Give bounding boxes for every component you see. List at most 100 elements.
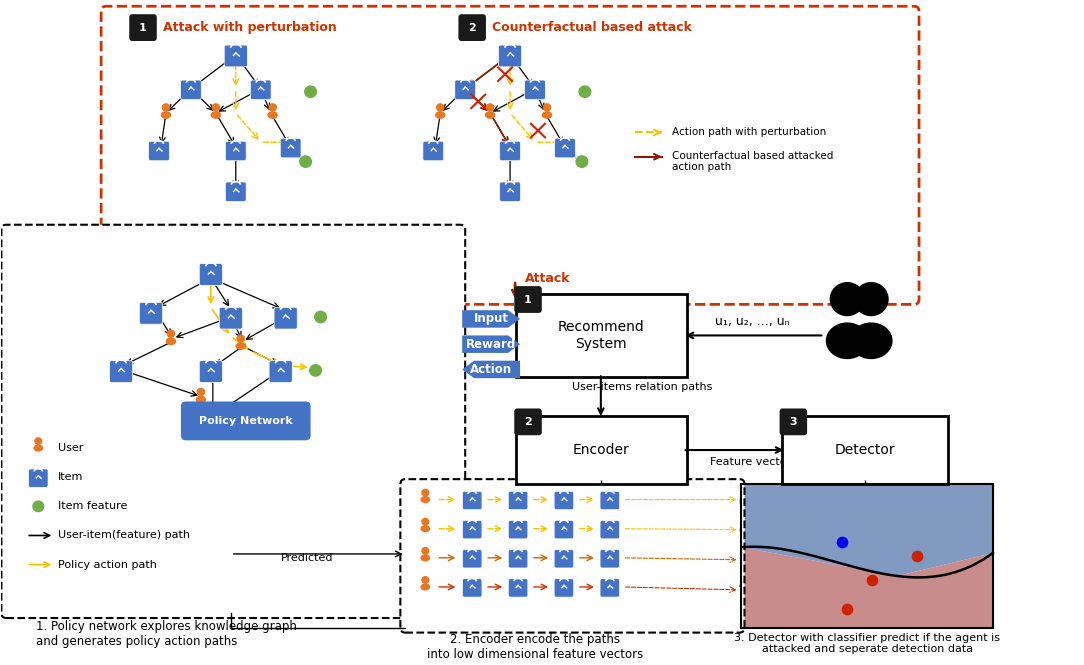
FancyArrow shape: [462, 360, 520, 378]
FancyBboxPatch shape: [601, 549, 620, 568]
Ellipse shape: [162, 112, 170, 118]
FancyBboxPatch shape: [1, 225, 465, 618]
Circle shape: [579, 86, 591, 97]
FancyBboxPatch shape: [274, 307, 297, 329]
Text: Encoder: Encoder: [572, 443, 629, 457]
FancyBboxPatch shape: [109, 360, 132, 382]
FancyBboxPatch shape: [225, 141, 246, 161]
FancyBboxPatch shape: [250, 80, 271, 100]
Text: Action path with perturbation: Action path with perturbation: [672, 128, 826, 138]
FancyBboxPatch shape: [601, 579, 620, 597]
Circle shape: [487, 104, 494, 111]
FancyBboxPatch shape: [269, 360, 293, 382]
FancyBboxPatch shape: [554, 579, 573, 597]
Circle shape: [212, 104, 219, 111]
Circle shape: [543, 104, 551, 111]
Circle shape: [237, 335, 244, 342]
FancyBboxPatch shape: [101, 6, 919, 305]
FancyBboxPatch shape: [514, 408, 542, 436]
FancyBboxPatch shape: [181, 80, 202, 100]
Circle shape: [305, 86, 317, 97]
Text: Predicted: Predicted: [281, 553, 333, 563]
FancyBboxPatch shape: [463, 549, 482, 568]
FancyBboxPatch shape: [500, 141, 520, 161]
Text: Attack: Attack: [525, 272, 570, 285]
FancyBboxPatch shape: [508, 549, 528, 568]
Ellipse shape: [421, 497, 429, 503]
FancyBboxPatch shape: [455, 80, 476, 100]
FancyBboxPatch shape: [149, 141, 169, 161]
Text: Feature vectors: Feature vectors: [710, 457, 797, 467]
Ellipse shape: [34, 445, 42, 451]
FancyBboxPatch shape: [463, 521, 482, 539]
FancyBboxPatch shape: [199, 409, 222, 431]
FancyBboxPatch shape: [516, 416, 686, 484]
Circle shape: [300, 156, 311, 168]
FancyBboxPatch shape: [514, 286, 542, 313]
Text: User: User: [59, 443, 83, 453]
Text: Reward: Reward: [466, 338, 516, 350]
Circle shape: [167, 330, 175, 337]
FancyBboxPatch shape: [459, 14, 486, 41]
Ellipse shape: [421, 584, 429, 590]
Text: Item feature: Item feature: [59, 501, 128, 511]
Circle shape: [35, 438, 41, 444]
Circle shape: [314, 311, 326, 323]
Circle shape: [33, 501, 43, 511]
FancyBboxPatch shape: [281, 138, 301, 158]
Circle shape: [422, 547, 428, 554]
FancyBboxPatch shape: [554, 549, 573, 568]
Text: 2. Encoder encode the paths
into low dimensional feature vectors: 2. Encoder encode the paths into low dim…: [427, 632, 643, 660]
Text: User-items relation paths: User-items relation paths: [572, 382, 712, 392]
FancyBboxPatch shape: [400, 479, 745, 632]
FancyBboxPatch shape: [199, 263, 222, 285]
FancyBboxPatch shape: [779, 408, 808, 436]
Text: 2: 2: [468, 23, 476, 33]
Text: Action: Action: [470, 363, 513, 376]
Ellipse shape: [167, 338, 176, 344]
Text: Counterfactual based attacked
action path: Counterfactual based attacked action pat…: [672, 151, 833, 172]
FancyBboxPatch shape: [28, 469, 48, 487]
Ellipse shape: [196, 396, 205, 403]
FancyBboxPatch shape: [140, 303, 163, 324]
Ellipse shape: [851, 323, 892, 358]
Text: 1: 1: [139, 23, 147, 33]
Text: 1: 1: [525, 295, 532, 305]
Point: [908, 551, 926, 561]
Text: Input: Input: [474, 313, 508, 325]
Text: Attack with perturbation: Attack with perturbation: [163, 21, 337, 34]
FancyArrow shape: [462, 310, 520, 328]
Circle shape: [576, 156, 588, 168]
Circle shape: [310, 364, 322, 376]
Ellipse shape: [421, 555, 429, 561]
Point: [838, 604, 855, 614]
Circle shape: [854, 283, 888, 315]
Point: [864, 575, 881, 586]
Polygon shape: [741, 484, 993, 576]
Circle shape: [269, 104, 276, 111]
Ellipse shape: [542, 112, 552, 118]
FancyBboxPatch shape: [516, 294, 686, 377]
Text: 1. Policy network explores knowledge graph
and generates policy action paths: 1. Policy network explores knowledge gra…: [36, 620, 297, 648]
FancyBboxPatch shape: [199, 360, 222, 382]
Circle shape: [422, 577, 428, 583]
Text: Item: Item: [59, 472, 83, 482]
Ellipse shape: [436, 112, 444, 118]
FancyBboxPatch shape: [508, 521, 528, 539]
Text: User-item(feature) path: User-item(feature) path: [59, 531, 191, 541]
FancyBboxPatch shape: [508, 491, 528, 509]
FancyBboxPatch shape: [500, 182, 520, 201]
Text: 2: 2: [525, 417, 532, 427]
Ellipse shape: [211, 112, 220, 118]
FancyBboxPatch shape: [555, 138, 576, 158]
Text: Detector: Detector: [835, 443, 895, 457]
Circle shape: [197, 388, 205, 396]
FancyBboxPatch shape: [423, 141, 443, 161]
FancyBboxPatch shape: [219, 307, 243, 329]
Circle shape: [437, 104, 443, 111]
Ellipse shape: [421, 526, 429, 531]
FancyBboxPatch shape: [463, 491, 482, 509]
Text: Policy action path: Policy action path: [59, 560, 157, 570]
FancyBboxPatch shape: [499, 45, 521, 67]
FancyBboxPatch shape: [129, 14, 157, 41]
